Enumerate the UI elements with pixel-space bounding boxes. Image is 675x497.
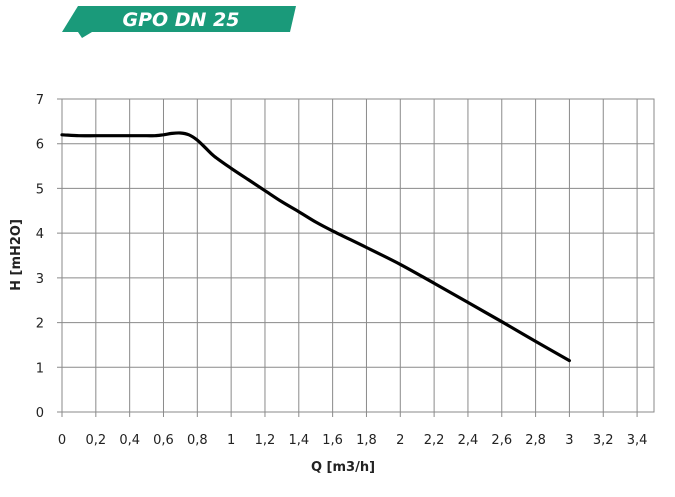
x-tick-label: 0,2 [85,433,106,448]
y-tick-label: 5 [36,182,44,197]
y-axis-title: H [mH2O] [9,219,24,291]
x-tick-label: 1,6 [322,433,343,448]
vertical-gridlines [61,99,638,417]
y-tick-label: 3 [36,272,44,287]
banner-notch [78,32,92,38]
x-axis-title: Q [m3/h] [311,460,375,475]
plot-frame [61,98,655,413]
banner-shape [62,6,296,32]
x-tick-label: 0 [58,433,66,448]
plot-area [61,98,655,413]
y-tick-label: 2 [36,317,44,332]
x-tick-label: 1 [227,433,235,448]
x-tick-label: 3,4 [627,433,648,448]
x-tick-labels: 0 0,2 0,4 0,6 0,8 1 1,2 1,4 1,6 1,8 2 2,2 2,4 2,6 2,8 3… [58,433,648,448]
x-tick-label: 1,8 [356,433,377,448]
y-tick-label: 1 [36,361,44,376]
x-tick-label: 1,2 [255,433,276,448]
x-tick-label: 2,4 [458,433,479,448]
x-tick-label: 2,2 [424,433,445,448]
x-tick-label: 2,6 [491,433,512,448]
x-tick-label: 0,8 [187,433,208,448]
title-banner: GPO DN 25 [62,6,296,38]
pump-curve-line [60,131,571,363]
chart-title: GPO DN 25 [122,9,239,31]
horizontal-gridlines [57,98,654,413]
x-tick-label: 3,2 [593,433,614,448]
x-tick-label: 1,4 [288,433,309,448]
y-tick-label: 7 [36,93,44,108]
y-tick-label: 0 [36,406,44,421]
x-tick-label: 0,6 [153,433,174,448]
x-tick-label: 2 [396,433,404,448]
x-tick-label: 3 [565,433,573,448]
y-tick-label: 6 [36,138,44,153]
y-tick-labels: 0 1 2 3 4 5 6 7 [36,93,44,421]
y-tick-label: 4 [36,227,44,242]
x-tick-label: 0,4 [119,433,140,448]
x-tick-label: 2,8 [525,433,546,448]
